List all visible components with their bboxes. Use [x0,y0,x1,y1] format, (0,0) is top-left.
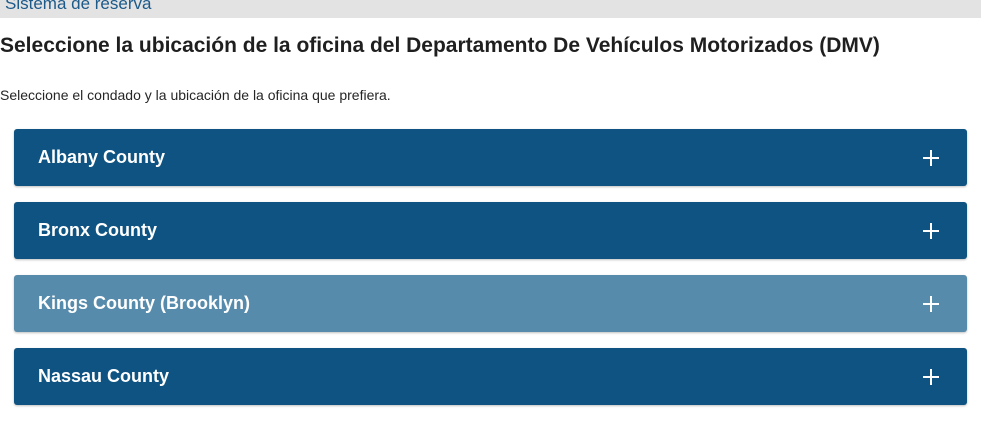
county-label: Bronx County [38,220,157,240]
county-label: Nassau County [38,366,170,386]
plus-icon[interactable] [923,296,939,312]
breadcrumb[interactable]: Sistema de reserva [5,0,152,13]
plus-icon[interactable] [923,369,939,385]
county-accordion: Albany County Bronx County Kings County … [14,129,967,421]
plus-icon[interactable] [923,150,939,166]
plus-icon[interactable] [923,223,939,239]
instructions-text: Seleccione el condado y la ubicación de … [0,87,391,103]
top-bar: Sistema de reserva [0,0,981,18]
county-panel-bronx[interactable]: Bronx County [14,202,967,259]
county-panel-albany[interactable]: Albany County [14,129,967,186]
county-label: Albany County [38,147,166,167]
county-panel-nassau[interactable]: Nassau County [14,348,967,405]
county-panel-kings[interactable]: Kings County (Brooklyn) [14,275,967,332]
county-label: Kings County (Brooklyn) [38,293,250,313]
page-title: Seleccione la ubicación de la oficina de… [0,34,880,57]
